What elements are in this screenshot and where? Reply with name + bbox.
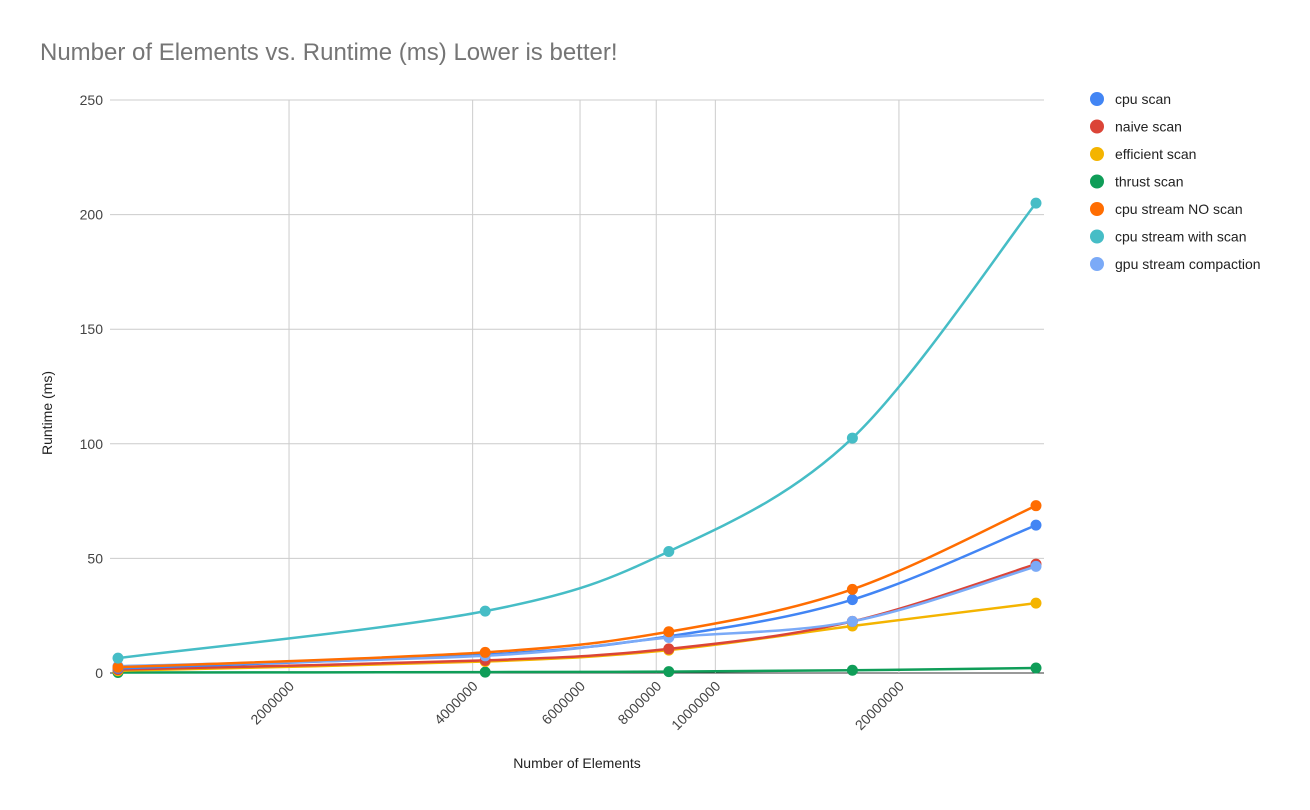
- data-point-cpu-stream-no-scan: [479, 646, 491, 658]
- y-tick-label: 0: [95, 665, 103, 681]
- data-point-gpu-stream-compaction: [846, 615, 858, 627]
- legend-marker-gpu-stream-compaction: [1090, 257, 1104, 271]
- x-tick-label: 6000000: [538, 678, 588, 728]
- data-point-cpu-stream-with-scan: [846, 432, 858, 444]
- legend-marker-cpu-stream-with-scan: [1090, 229, 1104, 244]
- data-point-cpu-scan: [846, 594, 858, 606]
- data-point-naive-scan: [663, 643, 675, 655]
- y-tick-label: 250: [80, 92, 104, 108]
- legend-marker-cpu-stream-no-scan: [1090, 202, 1104, 216]
- legend-label-cpu-scan: cpu scan: [1115, 91, 1171, 107]
- x-tick-label: 4000000: [431, 678, 481, 728]
- legend-label-gpu-stream-compaction: gpu stream compaction: [1115, 256, 1261, 272]
- data-point-cpu-stream-with-scan: [663, 546, 675, 558]
- legend-marker-cpu-scan: [1090, 92, 1104, 106]
- x-tick-label: 8000000: [614, 678, 664, 728]
- chart-title: Number of Elements vs. Runtime (ms) Lowe…: [40, 39, 618, 66]
- y-axis-ticks: 0 50 100 150 200 250: [80, 92, 104, 681]
- x-axis-title: Number of Elements: [513, 755, 641, 771]
- y-tick-label: 100: [80, 436, 104, 452]
- data-point-cpu-stream-with-scan: [479, 605, 491, 617]
- series-points: [112, 197, 1042, 679]
- series-line-cpu-scan: [117, 524, 1037, 670]
- series-line-efficient-scan: [117, 601, 1037, 672]
- y-tick-label: 50: [87, 550, 103, 566]
- data-point-cpu-stream-with-scan: [112, 652, 124, 664]
- data-point-efficient-scan: [1030, 597, 1042, 609]
- x-tick-label: 2000000: [247, 678, 297, 728]
- data-point-cpu-stream-with-scan: [1030, 197, 1042, 209]
- data-point-thrust-scan: [479, 666, 491, 678]
- legend-marker-thrust-scan: [1090, 174, 1104, 189]
- data-point-thrust-scan: [846, 664, 858, 676]
- data-point-thrust-scan: [1030, 662, 1042, 674]
- series-line-cpu-stream-no-scan: [117, 504, 1037, 669]
- legend-label-efficient-scan: efficient scan: [1115, 146, 1196, 162]
- data-point-cpu-scan: [1030, 519, 1042, 531]
- legend-label-thrust-scan: thrust scan: [1115, 174, 1183, 190]
- series-line-thrust-scan: [117, 666, 1037, 674]
- legend-label-cpu-stream-with-scan: cpu stream with scan: [1115, 229, 1247, 245]
- data-point-thrust-scan: [663, 666, 675, 678]
- data-point-cpu-stream-no-scan: [846, 583, 858, 595]
- legend-label-naive-scan: naive scan: [1115, 119, 1182, 135]
- data-point-cpu-stream-no-scan: [1030, 500, 1042, 512]
- series-line-gpu-stream-compaction: [117, 565, 1037, 668]
- data-point-cpu-stream-no-scan: [663, 626, 675, 638]
- series-line-cpu-stream-with-scan: [117, 202, 1037, 660]
- y-tick-label: 150: [80, 321, 104, 337]
- legend-marker-efficient-scan: [1090, 147, 1104, 161]
- series-line-naive-scan: [117, 562, 1037, 671]
- grid-lines: [110, 99, 1044, 674]
- y-axis-title: Runtime (ms): [39, 371, 55, 455]
- data-point-cpu-stream-no-scan: [112, 661, 124, 673]
- x-tick-label: 20000000: [852, 678, 908, 734]
- y-tick-label: 200: [80, 207, 104, 223]
- x-tick-label: 10000000: [668, 678, 724, 734]
- x-axis-ticks: 2000000 4000000 6000000 8000000 10000000 2000…: [247, 678, 907, 734]
- legend-marker-naive-scan: [1090, 119, 1104, 134]
- legend-label-cpu-stream-no-scan: cpu stream NO scan: [1115, 201, 1243, 217]
- series-lines: [117, 202, 1037, 674]
- legend: cpu scan naive scan efficient scan thrust s…: [1090, 91, 1261, 272]
- data-point-gpu-stream-compaction: [1030, 560, 1042, 572]
